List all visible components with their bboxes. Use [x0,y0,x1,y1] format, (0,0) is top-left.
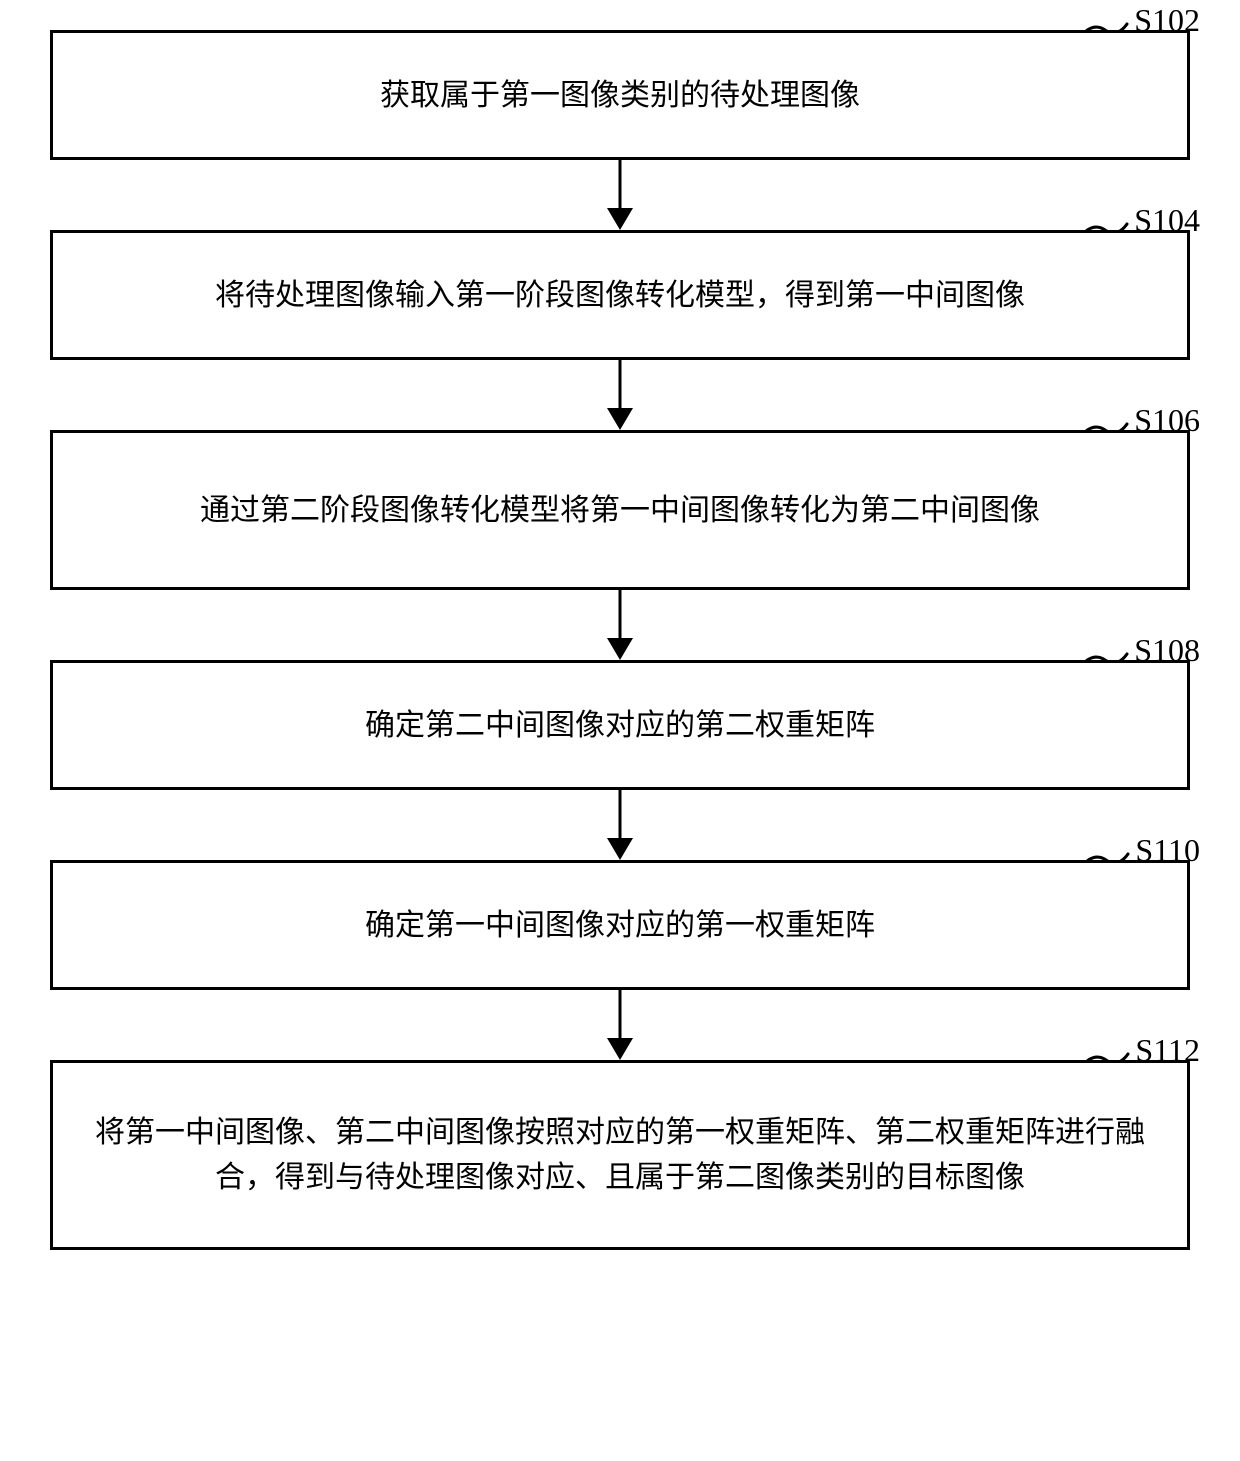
flowchart-container: S102 获取属于第一图像类别的待处理图像 S104 将待处理图像输入第一阶段图… [50,30,1190,1250]
step-box: 确定第二中间图像对应的第二权重矩阵 [50,660,1190,790]
arrow-connector [50,160,1190,230]
arrow-down-icon [605,990,635,1060]
arrow-connector [50,360,1190,430]
step-group: S106 通过第二阶段图像转化模型将第一中间图像转化为第二中间图像 [50,430,1190,590]
arrow-down-icon [605,160,635,230]
step-group: S102 获取属于第一图像类别的待处理图像 [50,30,1190,160]
arrow-down-icon [605,790,635,860]
step-text: 将第一中间图像、第二中间图像按照对应的第一权重矩阵、第二权重矩阵进行融合，得到与… [83,1110,1157,1200]
step-text: 将待处理图像输入第一阶段图像转化模型，得到第一中间图像 [215,273,1025,318]
arrow-connector [50,790,1190,860]
step-box: 将第一中间图像、第二中间图像按照对应的第一权重矩阵、第二权重矩阵进行融合，得到与… [50,1060,1190,1250]
arrow-connector [50,990,1190,1060]
arrow-down-icon [605,590,635,660]
step-text: 确定第二中间图像对应的第二权重矩阵 [365,703,875,748]
step-group: S110 确定第一中间图像对应的第一权重矩阵 [50,860,1190,990]
arrow-connector [50,590,1190,660]
step-box: 获取属于第一图像类别的待处理图像 [50,30,1190,160]
step-box: 确定第一中间图像对应的第一权重矩阵 [50,860,1190,990]
arrow-down-icon [605,360,635,430]
step-group: S104 将待处理图像输入第一阶段图像转化模型，得到第一中间图像 [50,230,1190,360]
step-text: 通过第二阶段图像转化模型将第一中间图像转化为第二中间图像 [200,488,1040,533]
step-group: S108 确定第二中间图像对应的第二权重矩阵 [50,660,1190,790]
step-box: 将待处理图像输入第一阶段图像转化模型，得到第一中间图像 [50,230,1190,360]
step-text: 确定第一中间图像对应的第一权重矩阵 [365,903,875,948]
step-text: 获取属于第一图像类别的待处理图像 [380,73,860,118]
step-box: 通过第二阶段图像转化模型将第一中间图像转化为第二中间图像 [50,430,1190,590]
step-group: S112 将第一中间图像、第二中间图像按照对应的第一权重矩阵、第二权重矩阵进行融… [50,1060,1190,1250]
